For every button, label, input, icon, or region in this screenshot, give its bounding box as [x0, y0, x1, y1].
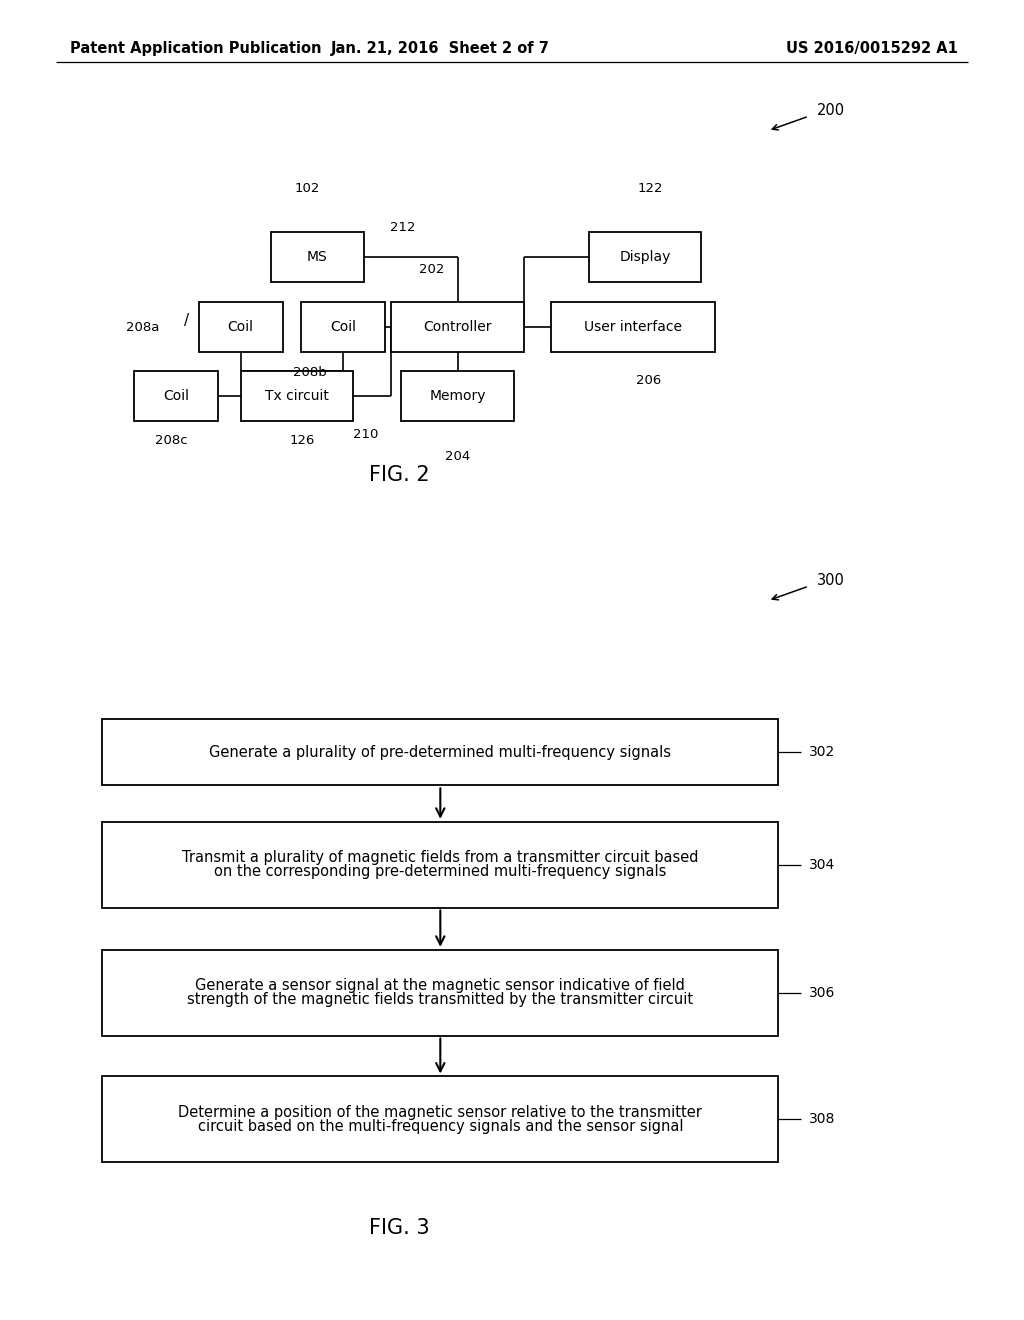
- Text: Coil: Coil: [330, 321, 356, 334]
- Bar: [551, 302, 715, 352]
- Text: US 2016/0015292 A1: US 2016/0015292 A1: [785, 41, 957, 57]
- Text: Display: Display: [620, 251, 671, 264]
- Text: 304: 304: [809, 858, 836, 871]
- Text: 200: 200: [817, 103, 845, 119]
- Text: 302: 302: [809, 746, 836, 759]
- Text: FIG. 2: FIG. 2: [369, 465, 430, 486]
- Text: 102: 102: [295, 182, 319, 195]
- Text: MS: MS: [307, 251, 328, 264]
- Bar: [102, 719, 778, 785]
- Text: 306: 306: [809, 986, 836, 999]
- Bar: [271, 232, 364, 282]
- Bar: [301, 302, 385, 352]
- Text: Generate a sensor signal at the magnetic sensor indicative of field: Generate a sensor signal at the magnetic…: [196, 978, 685, 993]
- Text: User interface: User interface: [584, 321, 682, 334]
- Text: Coil: Coil: [227, 321, 254, 334]
- Text: 208b: 208b: [294, 366, 327, 379]
- Text: 300: 300: [817, 573, 845, 589]
- Text: Patent Application Publication: Patent Application Publication: [70, 41, 322, 57]
- Text: 208c: 208c: [155, 434, 187, 447]
- Bar: [401, 371, 514, 421]
- Bar: [134, 371, 218, 421]
- Text: Controller: Controller: [424, 321, 492, 334]
- Text: 308: 308: [809, 1113, 836, 1126]
- Bar: [102, 821, 778, 908]
- Bar: [241, 371, 353, 421]
- Text: /: /: [183, 313, 189, 329]
- Text: FIG. 3: FIG. 3: [369, 1217, 430, 1238]
- Bar: [102, 950, 778, 1035]
- Text: 208a: 208a: [126, 321, 159, 334]
- Bar: [391, 302, 524, 352]
- Text: Coil: Coil: [163, 389, 189, 403]
- Text: Determine a position of the magnetic sensor relative to the transmitter: Determine a position of the magnetic sen…: [178, 1105, 702, 1119]
- Bar: [589, 232, 701, 282]
- Bar: [102, 1077, 778, 1163]
- Text: 210: 210: [353, 428, 378, 441]
- Text: strength of the magnetic fields transmitted by the transmitter circuit: strength of the magnetic fields transmit…: [187, 993, 693, 1007]
- Text: Tx circuit: Tx circuit: [265, 389, 329, 403]
- Text: 122: 122: [638, 182, 663, 195]
- Text: 126: 126: [290, 434, 314, 447]
- Text: on the corresponding pre-determined multi-frequency signals: on the corresponding pre-determined mult…: [214, 865, 667, 879]
- Text: 212: 212: [390, 220, 415, 234]
- Text: Transmit a plurality of magnetic fields from a transmitter circuit based: Transmit a plurality of magnetic fields …: [182, 850, 698, 865]
- Text: 202: 202: [420, 263, 444, 276]
- Text: Memory: Memory: [429, 389, 486, 403]
- Text: 204: 204: [445, 450, 470, 463]
- Text: 206: 206: [636, 374, 660, 387]
- Text: Jan. 21, 2016  Sheet 2 of 7: Jan. 21, 2016 Sheet 2 of 7: [331, 41, 550, 57]
- Text: circuit based on the multi-frequency signals and the sensor signal: circuit based on the multi-frequency sig…: [198, 1119, 683, 1134]
- Text: Generate a plurality of pre-determined multi-frequency signals: Generate a plurality of pre-determined m…: [209, 744, 672, 760]
- Bar: [199, 302, 283, 352]
